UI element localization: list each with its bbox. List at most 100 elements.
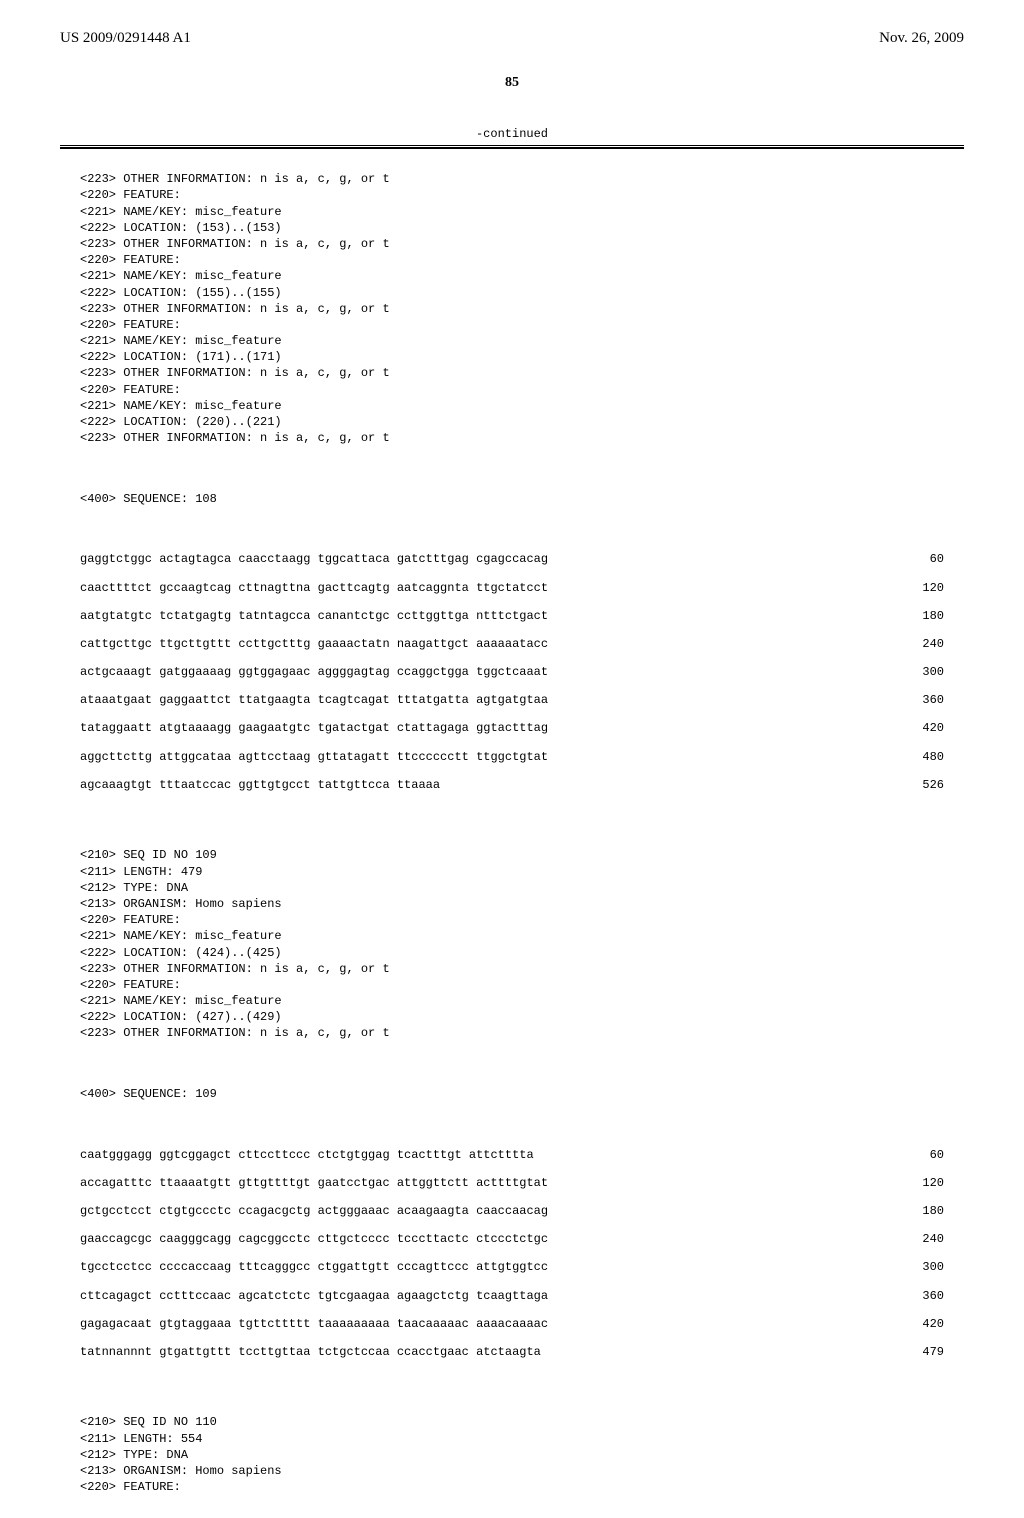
sequence-position: 60 [914, 551, 944, 567]
sequence-line: gctgcctcct ctgtgccctc ccagacgctg actggga… [80, 1203, 944, 1219]
sequence-position: 240 [914, 1231, 944, 1247]
sequence-position: 420 [914, 1316, 944, 1332]
feature-line: <210> SEQ ID NO 110 [80, 1414, 944, 1430]
feature-line: <223> OTHER INFORMATION: n is a, c, g, o… [80, 430, 944, 446]
page-number: 85 [60, 75, 964, 91]
sequence-line: actgcaaagt gatggaaaag ggtggagaac aggggag… [80, 664, 944, 680]
sequence-line: accagatttc ttaaaatgtt gttgttttgt gaatcct… [80, 1175, 944, 1191]
sequence-block-108: <223> OTHER INFORMATION: n is a, c, g, o… [60, 149, 964, 815]
feature-line: <223> OTHER INFORMATION: n is a, c, g, o… [80, 961, 944, 977]
sequence-text: tgcctcctcc ccccaccaag tttcagggcc ctggatt… [80, 1259, 548, 1275]
sequence-block-109: <210> SEQ ID NO 109<211> LENGTH: 479<212… [60, 825, 964, 1382]
sequence-text: actgcaaagt gatggaaaag ggtggagaac aggggag… [80, 664, 548, 680]
feature-line: <221> NAME/KEY: misc_feature [80, 333, 944, 349]
feature-line: <222> LOCATION: (427)..(429) [80, 1009, 944, 1025]
feature-line: <221> NAME/KEY: misc_feature [80, 268, 944, 284]
feature-line: <220> FEATURE: [80, 252, 944, 268]
sequence-position: 526 [914, 777, 944, 793]
sequence-line: gaggtctggc actagtagca caacctaagg tggcatt… [80, 551, 944, 567]
feature-line: <223> OTHER INFORMATION: n is a, c, g, o… [80, 1025, 944, 1041]
sequence-position: 479 [914, 1344, 944, 1360]
feature-line: <222> LOCATION: (155)..(155) [80, 285, 944, 301]
feature-line: <220> FEATURE: [80, 187, 944, 203]
sequence-lines-109: caatgggagg ggtcggagct cttccttccc ctctgtg… [80, 1147, 944, 1361]
feature-line: <210> SEQ ID NO 109 [80, 847, 944, 863]
feature-lines-108: <223> OTHER INFORMATION: n is a, c, g, o… [80, 171, 944, 446]
sequence-position: 180 [914, 608, 944, 624]
sequence-position: 480 [914, 749, 944, 765]
sequence-text: cattgcttgc ttgcttgttt ccttgctttg gaaaact… [80, 636, 548, 652]
sequence-position: 120 [914, 1175, 944, 1191]
feature-lines-109: <210> SEQ ID NO 109<211> LENGTH: 479<212… [80, 847, 944, 1041]
feature-line: <222> LOCATION: (424)..(425) [80, 945, 944, 961]
sequence-position: 240 [914, 636, 944, 652]
sequence-line: gagagacaat gtgtaggaaa tgttcttttt taaaaaa… [80, 1316, 944, 1332]
feature-line: <221> NAME/KEY: misc_feature [80, 928, 944, 944]
sequence-line: aatgtatgtc tctatgagtg tatntagcca canantc… [80, 608, 944, 624]
sequence-text: caatgggagg ggtcggagct cttccttccc ctctgtg… [80, 1147, 534, 1163]
sequence-position: 420 [914, 720, 944, 736]
feature-line: <212> TYPE: DNA [80, 1447, 944, 1463]
sequence-position: 360 [914, 692, 944, 708]
feature-line: <213> ORGANISM: Homo sapiens [80, 1463, 944, 1479]
sequence-text: caacttttct gccaagtcag cttnagttna gacttca… [80, 580, 548, 596]
sequence-line: agcaaagtgt tttaatccac ggttgtgcct tattgtt… [80, 777, 944, 793]
sequence-text: aggcttcttg attggcataa agttcctaag gttatag… [80, 749, 548, 765]
sequence-line: caacttttct gccaagtcag cttnagttna gacttca… [80, 580, 944, 596]
page-header: US 2009/0291448 A1 Nov. 26, 2009 [60, 30, 964, 47]
sequence-position: 300 [914, 1259, 944, 1275]
feature-line: <220> FEATURE: [80, 1479, 944, 1495]
sequence-position: 300 [914, 664, 944, 680]
sequence-line: ataaatgaat gaggaattct ttatgaagta tcagtca… [80, 692, 944, 708]
feature-lines-110: <210> SEQ ID NO 110<211> LENGTH: 554<212… [80, 1414, 944, 1495]
feature-line: <222> LOCATION: (220)..(221) [80, 414, 944, 430]
feature-line: <223> OTHER INFORMATION: n is a, c, g, o… [80, 365, 944, 381]
sequence-text: agcaaagtgt tttaatccac ggttgtgcct tattgtt… [80, 777, 440, 793]
sequence-text: tataggaatt atgtaaaagg gaagaatgtc tgatact… [80, 720, 548, 736]
sequence-position: 360 [914, 1288, 944, 1304]
feature-line: <223> OTHER INFORMATION: n is a, c, g, o… [80, 171, 944, 187]
feature-line: <213> ORGANISM: Homo sapiens [80, 896, 944, 912]
feature-line: <222> LOCATION: (153)..(153) [80, 220, 944, 236]
sequence-text: ataaatgaat gaggaattct ttatgaagta tcagtca… [80, 692, 548, 708]
feature-line: <221> NAME/KEY: misc_feature [80, 993, 944, 1009]
sequence-text: cttcagagct cctttccaac agcatctctc tgtcgaa… [80, 1288, 548, 1304]
feature-line: <212> TYPE: DNA [80, 880, 944, 896]
feature-line: <220> FEATURE: [80, 382, 944, 398]
sequence-text: aatgtatgtc tctatgagtg tatntagcca canantc… [80, 608, 548, 624]
publication-date: Nov. 26, 2009 [879, 30, 964, 47]
feature-line: <223> OTHER INFORMATION: n is a, c, g, o… [80, 301, 944, 317]
feature-line: <211> LENGTH: 554 [80, 1431, 944, 1447]
publication-number: US 2009/0291448 A1 [60, 30, 191, 47]
sequence-position: 60 [914, 1147, 944, 1163]
sequence-position: 180 [914, 1203, 944, 1219]
sequence-line: tatnnannnt gtgattgttt tccttgttaa tctgctc… [80, 1344, 944, 1360]
sequence-line: aggcttcttg attggcataa agttcctaag gttatag… [80, 749, 944, 765]
sequence-header-108: <400> SEQUENCE: 108 [80, 491, 944, 507]
feature-line: <220> FEATURE: [80, 317, 944, 333]
sequence-position: 120 [914, 580, 944, 596]
sequence-text: tatnnannnt gtgattgttt tccttgttaa tctgctc… [80, 1344, 541, 1360]
divider-top-thin [60, 145, 964, 146]
feature-line: <220> FEATURE: [80, 977, 944, 993]
sequence-text: gctgcctcct ctgtgccctc ccagacgctg actggga… [80, 1203, 548, 1219]
feature-line: <221> NAME/KEY: misc_feature [80, 398, 944, 414]
feature-line: <222> LOCATION: (171)..(171) [80, 349, 944, 365]
sequence-text: gaaccagcgc caagggcagg cagcggcctc cttgctc… [80, 1231, 548, 1247]
feature-line: <221> NAME/KEY: misc_feature [80, 204, 944, 220]
continued-label: -continued [60, 127, 964, 141]
sequence-header-109: <400> SEQUENCE: 109 [80, 1086, 944, 1102]
sequence-line: tgcctcctcc ccccaccaag tttcagggcc ctggatt… [80, 1259, 944, 1275]
sequence-lines-108: gaggtctggc actagtagca caacctaagg tggcatt… [80, 551, 944, 793]
sequence-block-110: <210> SEQ ID NO 110<211> LENGTH: 554<212… [60, 1392, 964, 1517]
sequence-text: gaggtctggc actagtagca caacctaagg tggcatt… [80, 551, 548, 567]
sequence-line: cttcagagct cctttccaac agcatctctc tgtcgaa… [80, 1288, 944, 1304]
sequence-text: gagagacaat gtgtaggaaa tgttcttttt taaaaaa… [80, 1316, 548, 1332]
feature-line: <223> OTHER INFORMATION: n is a, c, g, o… [80, 236, 944, 252]
sequence-line: cattgcttgc ttgcttgttt ccttgctttg gaaaact… [80, 636, 944, 652]
sequence-line: tataggaatt atgtaaaagg gaagaatgtc tgatact… [80, 720, 944, 736]
feature-line: <211> LENGTH: 479 [80, 864, 944, 880]
sequence-line: caatgggagg ggtcggagct cttccttccc ctctgtg… [80, 1147, 944, 1163]
feature-line: <220> FEATURE: [80, 912, 944, 928]
sequence-text: accagatttc ttaaaatgtt gttgttttgt gaatcct… [80, 1175, 548, 1191]
